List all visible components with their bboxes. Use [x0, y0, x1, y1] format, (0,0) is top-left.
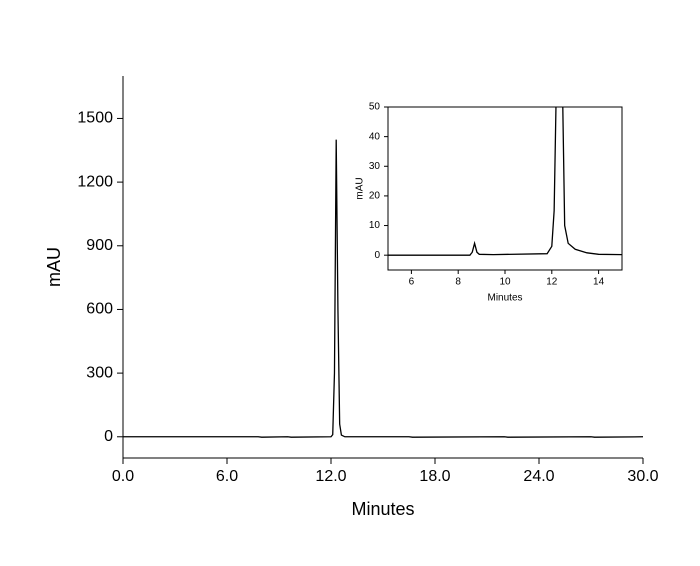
y-axis-label: mAU	[44, 247, 64, 287]
x-tick-label: 10	[499, 277, 511, 288]
x-axis-label: Minutes	[487, 293, 522, 304]
x-tick-label: 12	[546, 277, 558, 288]
data-line	[123, 139, 643, 438]
y-tick-label: 40	[369, 131, 381, 142]
x-tick-label: 12.0	[315, 468, 346, 485]
y-tick-label: 1500	[77, 110, 113, 127]
y-tick-label: 20	[369, 191, 381, 202]
x-tick-label: 6	[409, 277, 415, 288]
x-tick-label: 30.0	[627, 468, 658, 485]
y-tick-label: 600	[86, 301, 113, 318]
data-line	[388, 107, 622, 256]
y-tick-label: 1200	[77, 173, 113, 190]
y-tick-label: 300	[86, 364, 113, 381]
x-axis-label: Minutes	[351, 499, 414, 519]
x-tick-label: 6.0	[216, 468, 238, 485]
x-tick-label: 0.0	[112, 468, 134, 485]
x-tick-label: 18.0	[419, 468, 450, 485]
x-tick-label: 8	[455, 277, 461, 288]
y-tick-label: 900	[86, 237, 113, 254]
x-tick-label: 14	[593, 277, 605, 288]
y-tick-label: 50	[369, 102, 381, 113]
x-tick-label: 24.0	[523, 468, 554, 485]
y-tick-label: 0	[104, 428, 113, 445]
y-tick-label: 30	[369, 161, 381, 172]
inset-frame	[387, 106, 623, 271]
y-axis-label: mAU	[355, 177, 366, 199]
y-tick-label: 0	[374, 250, 380, 261]
y-tick-label: 10	[369, 220, 381, 231]
